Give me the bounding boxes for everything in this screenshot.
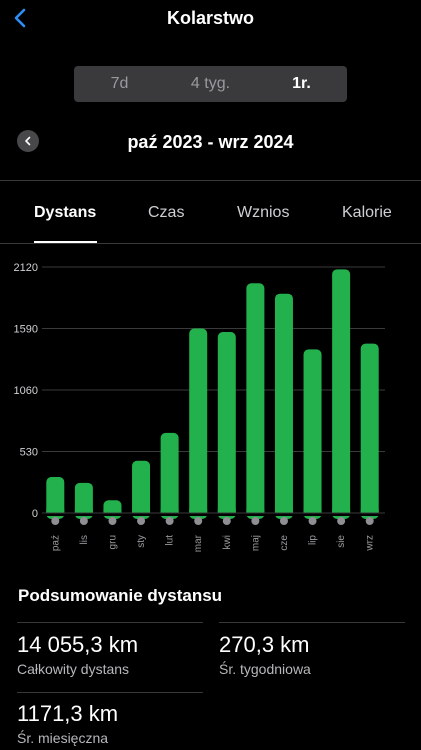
divider xyxy=(219,622,405,623)
bar xyxy=(46,477,65,519)
stat-label: Całkowity dystans xyxy=(17,661,130,677)
bar xyxy=(132,460,151,519)
stat-value: 14 055,3 km xyxy=(17,632,139,657)
x-marker-dot xyxy=(337,517,346,525)
x-tick-label: sty xyxy=(136,535,147,548)
metric-tabs: Dystans Czas Wznios Kalorie xyxy=(0,200,421,244)
x-tick-label: paź xyxy=(50,535,61,551)
x-marker-dot xyxy=(194,517,203,525)
bar xyxy=(189,328,208,519)
x-tick-label: kwi xyxy=(222,535,233,549)
active-tab-indicator xyxy=(34,241,97,243)
x-marker-dot xyxy=(137,517,146,525)
x-marker-dot xyxy=(365,517,374,525)
bar-base xyxy=(274,509,293,513)
y-tick-label: 2120 xyxy=(14,262,38,274)
distance-bar-chart: 0 530 1060 1590 2120 paź lis gru sty lut mar kwi maj… xyxy=(14,262,387,552)
tab-time[interactable]: Czas xyxy=(148,204,185,221)
x-tick-label: maj xyxy=(250,535,261,551)
tab-calories[interactable]: Kalorie xyxy=(342,204,392,221)
bar-base xyxy=(132,509,151,513)
bar xyxy=(360,343,379,519)
segment-4-weeks[interactable]: 4 tyg. xyxy=(190,75,231,92)
stat-label: Śr. tygodniowa xyxy=(219,661,311,677)
back-button[interactable] xyxy=(10,6,32,30)
baseline-mask xyxy=(40,513,387,516)
x-tick-label: gru xyxy=(107,535,118,549)
x-marker-dot xyxy=(279,517,288,525)
x-tick-label: lip xyxy=(308,535,319,545)
stat-total-distance: 14 055,3 km Całkowity dystans xyxy=(17,632,138,677)
x-marker-dot xyxy=(308,517,317,525)
nav-header: Kolarstwo xyxy=(0,0,421,40)
x-tick-label: cze xyxy=(279,535,290,551)
previous-period-button[interactable] xyxy=(17,130,39,152)
stat-label: Śr. miesięczna xyxy=(17,730,109,746)
divider xyxy=(17,622,203,623)
y-tick-label: 1590 xyxy=(14,324,38,336)
divider xyxy=(0,180,421,181)
x-tick-label: lut xyxy=(165,535,176,546)
period-label: paź 2023 - wrz 2024 xyxy=(127,132,294,152)
chevron-left-icon xyxy=(14,8,26,28)
bar xyxy=(246,283,265,519)
page-title: Kolarstwo xyxy=(166,8,254,28)
stat-value: 270,3 km xyxy=(219,632,310,657)
x-marker-dot xyxy=(51,517,60,525)
stat-monthly-average: 1171,3 km Śr. miesięczna xyxy=(17,701,118,746)
stat-weekly-average: 270,3 km Śr. tygodniowa xyxy=(219,632,311,677)
x-marker-dot xyxy=(251,517,260,525)
bar-base xyxy=(360,509,379,513)
bar xyxy=(160,432,179,519)
bar xyxy=(303,349,322,519)
x-tick-label: lis xyxy=(79,535,90,544)
x-marker-dot xyxy=(108,517,117,525)
y-tick-label: 0 xyxy=(32,508,38,520)
bar-base xyxy=(103,509,122,513)
tab-distance[interactable]: Dystans xyxy=(34,204,97,221)
bar-base xyxy=(74,509,93,513)
x-tick-label: sie xyxy=(336,535,347,548)
divider xyxy=(0,243,421,244)
x-tick-label: mar xyxy=(193,534,204,552)
bar xyxy=(332,269,351,519)
x-marker-dot xyxy=(165,517,174,525)
x-marker-dot xyxy=(222,517,231,525)
bar-base xyxy=(189,509,208,513)
y-tick-label: 1060 xyxy=(14,385,38,397)
bar-base xyxy=(332,509,351,513)
segment-1-year[interactable]: 1r. xyxy=(292,75,311,92)
tab-elevation[interactable]: Wznios xyxy=(237,204,290,221)
bar-base xyxy=(46,509,65,513)
stat-value: 1171,3 km xyxy=(17,701,119,726)
x-tick-label: wrz xyxy=(365,535,376,552)
bar-base xyxy=(160,509,179,513)
bar-base xyxy=(217,509,236,513)
divider xyxy=(17,692,203,693)
summary-title: Podsumowanie dystansu xyxy=(18,586,223,605)
period-selector: 7d 4 tyg. 1r. xyxy=(74,66,347,102)
bar xyxy=(274,293,293,519)
x-marker-dot xyxy=(79,517,88,525)
segment-7d[interactable]: 7d xyxy=(110,75,129,92)
bar xyxy=(217,331,236,519)
period-row: paź 2023 - wrz 2024 xyxy=(0,126,421,158)
y-tick-label: 530 xyxy=(20,447,38,459)
bar-base xyxy=(246,509,265,513)
bar-base xyxy=(303,509,322,513)
chevron-left-icon xyxy=(25,136,31,146)
